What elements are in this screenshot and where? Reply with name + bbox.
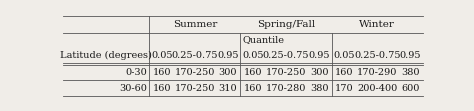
Text: 0.95: 0.95 xyxy=(217,51,238,60)
Text: 300: 300 xyxy=(219,68,237,77)
Text: 170-290: 170-290 xyxy=(357,68,398,77)
Text: 0.95: 0.95 xyxy=(400,51,421,60)
Text: 170-250: 170-250 xyxy=(175,84,215,93)
Text: Spring/Fall: Spring/Fall xyxy=(257,20,315,29)
Text: 160: 160 xyxy=(244,84,263,93)
Text: 170-280: 170-280 xyxy=(266,84,306,93)
Text: 0.25-0.75: 0.25-0.75 xyxy=(263,51,310,60)
Text: 0.05: 0.05 xyxy=(242,51,264,60)
Text: Latitude (degrees): Latitude (degrees) xyxy=(60,51,152,60)
Text: 380: 380 xyxy=(310,84,328,93)
Text: 160: 160 xyxy=(153,68,171,77)
Text: 310: 310 xyxy=(219,84,237,93)
Text: 0.25-0.75: 0.25-0.75 xyxy=(354,51,401,60)
Text: 0.05: 0.05 xyxy=(334,51,355,60)
Text: 170-250: 170-250 xyxy=(175,68,215,77)
Text: 0-30: 0-30 xyxy=(126,68,147,77)
Text: Summer: Summer xyxy=(173,20,217,29)
Text: 160: 160 xyxy=(153,84,171,93)
Text: 160: 160 xyxy=(244,68,263,77)
Text: 160: 160 xyxy=(335,68,354,77)
Text: 0.95: 0.95 xyxy=(308,51,330,60)
Text: 300: 300 xyxy=(310,68,328,77)
Text: Quantile: Quantile xyxy=(242,35,284,44)
Text: Winter: Winter xyxy=(359,20,395,29)
Text: 170-250: 170-250 xyxy=(266,68,306,77)
Text: 380: 380 xyxy=(401,68,419,77)
Text: 0.25-0.75: 0.25-0.75 xyxy=(172,51,218,60)
Text: 30-60: 30-60 xyxy=(119,84,147,93)
Text: 200-400: 200-400 xyxy=(357,84,397,93)
Text: 600: 600 xyxy=(401,84,419,93)
Text: 0.05: 0.05 xyxy=(151,51,173,60)
Text: 170: 170 xyxy=(335,84,354,93)
